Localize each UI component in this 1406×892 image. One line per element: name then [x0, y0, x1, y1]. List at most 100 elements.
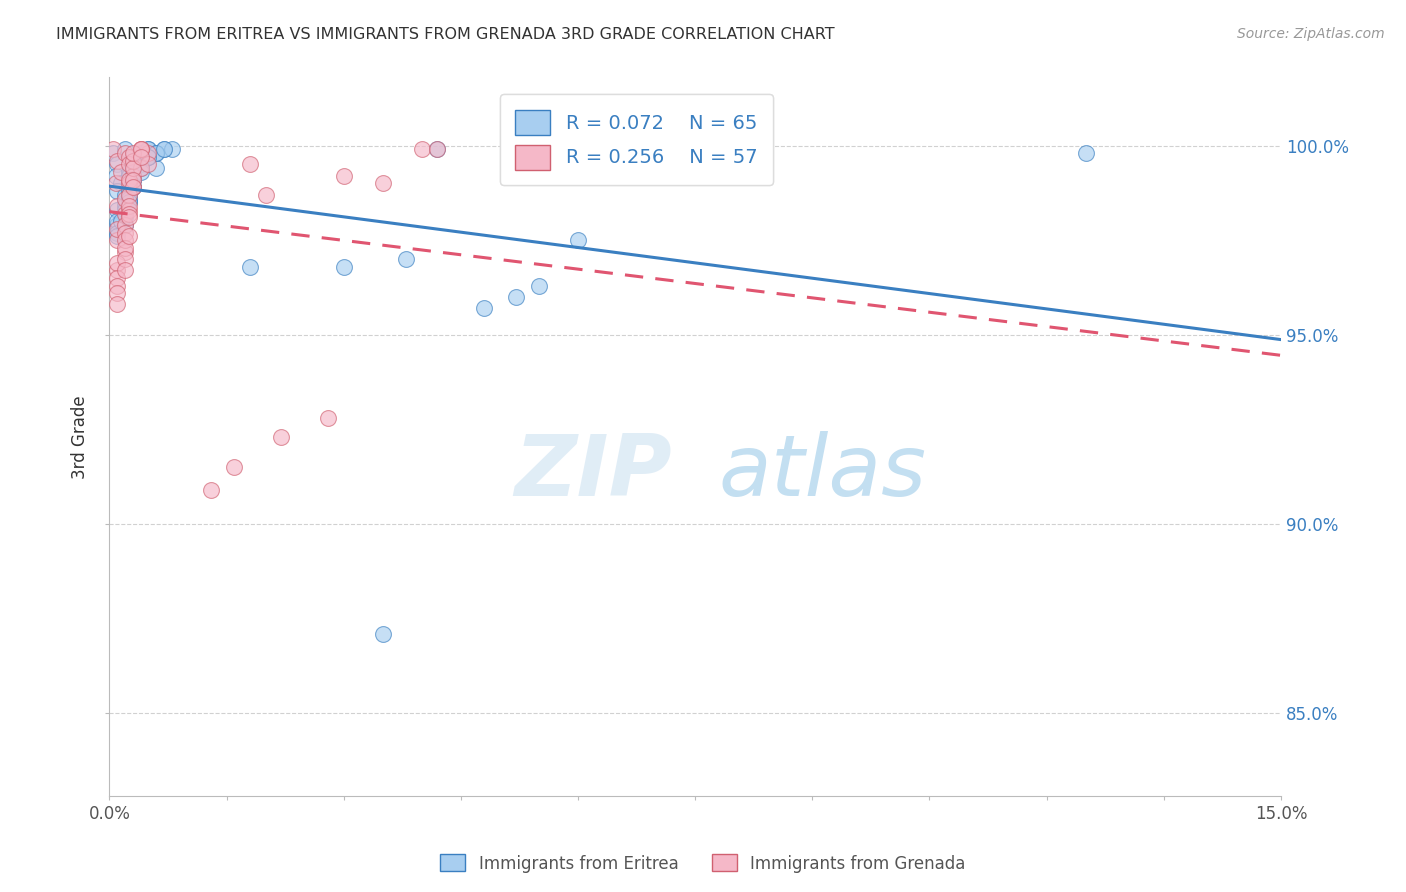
Point — [105, 199, 128, 213]
Point — [118, 177, 141, 191]
Point — [138, 157, 160, 171]
Point — [129, 142, 152, 156]
Point — [371, 626, 394, 640]
Point — [118, 177, 141, 191]
Point — [121, 150, 143, 164]
Point — [145, 146, 167, 161]
Point — [118, 207, 141, 221]
Point — [105, 256, 128, 270]
Point — [105, 278, 128, 293]
Point — [129, 153, 152, 168]
Point — [118, 187, 141, 202]
Point — [118, 229, 141, 244]
Point — [505, 290, 527, 304]
Point — [411, 142, 433, 156]
Point — [153, 142, 176, 156]
Point — [145, 146, 167, 161]
Point — [121, 172, 143, 186]
Point — [145, 161, 167, 176]
Point — [103, 146, 125, 161]
Point — [129, 157, 152, 171]
Point — [121, 153, 143, 168]
Point — [110, 165, 132, 179]
Point — [138, 150, 160, 164]
Point — [114, 207, 136, 221]
Point — [118, 165, 141, 179]
Point — [129, 142, 152, 156]
Point — [138, 146, 160, 161]
Point — [105, 271, 128, 285]
Point — [121, 169, 143, 183]
Point — [121, 172, 143, 186]
Point — [118, 195, 141, 210]
Point — [371, 177, 394, 191]
Point — [138, 142, 160, 156]
Point — [121, 180, 143, 194]
Point — [114, 142, 136, 156]
Point — [105, 214, 128, 228]
Point — [121, 165, 143, 179]
Point — [1074, 146, 1097, 161]
Point — [103, 142, 125, 156]
Point — [527, 278, 550, 293]
Point — [114, 233, 136, 247]
Point — [118, 202, 141, 217]
Point — [129, 157, 152, 171]
Point — [200, 483, 222, 497]
Point — [118, 150, 141, 164]
Point — [121, 180, 143, 194]
Point — [138, 150, 160, 164]
Point — [105, 297, 128, 311]
Point — [129, 142, 152, 156]
Point — [114, 252, 136, 266]
Point — [224, 460, 246, 475]
Text: ZIP: ZIP — [515, 432, 672, 515]
Point — [118, 169, 141, 183]
Point — [114, 195, 136, 210]
Point — [332, 169, 354, 183]
Text: Source: ZipAtlas.com: Source: ZipAtlas.com — [1237, 27, 1385, 41]
Point — [110, 177, 132, 191]
Text: atlas: atlas — [718, 432, 927, 515]
Point — [121, 161, 143, 176]
Point — [121, 146, 143, 161]
Point — [138, 142, 160, 156]
Point — [129, 165, 152, 179]
Legend: Immigrants from Eritrea, Immigrants from Grenada: Immigrants from Eritrea, Immigrants from… — [434, 847, 972, 880]
Point — [104, 169, 127, 183]
Point — [153, 142, 176, 156]
Point — [114, 146, 136, 161]
Point — [316, 411, 339, 425]
Point — [118, 157, 141, 171]
Point — [105, 157, 128, 171]
Point — [129, 150, 152, 164]
Point — [105, 229, 128, 244]
Point — [121, 153, 143, 168]
Text: IMMIGRANTS FROM ERITREA VS IMMIGRANTS FROM GRENADA 3RD GRADE CORRELATION CHART: IMMIGRANTS FROM ERITREA VS IMMIGRANTS FR… — [56, 27, 835, 42]
Point — [114, 218, 136, 232]
Legend: R = 0.072    N = 65, R = 0.256    N = 57: R = 0.072 N = 65, R = 0.256 N = 57 — [501, 95, 773, 186]
Point — [121, 161, 143, 176]
Point — [105, 226, 128, 240]
Point — [121, 165, 143, 179]
Point — [118, 187, 141, 202]
Point — [121, 180, 143, 194]
Point — [114, 192, 136, 206]
Point — [104, 177, 127, 191]
Point — [567, 233, 589, 247]
Point — [121, 172, 143, 186]
Point — [118, 199, 141, 213]
Point — [426, 142, 449, 156]
Point — [332, 260, 354, 274]
Point — [118, 211, 141, 225]
Point — [138, 150, 160, 164]
Point — [114, 218, 136, 232]
Point — [114, 226, 136, 240]
Point — [105, 202, 128, 217]
Point — [118, 172, 141, 186]
Point — [110, 214, 132, 228]
Point — [129, 150, 152, 164]
Point — [114, 207, 136, 221]
Point — [472, 301, 495, 316]
Point — [129, 161, 152, 176]
